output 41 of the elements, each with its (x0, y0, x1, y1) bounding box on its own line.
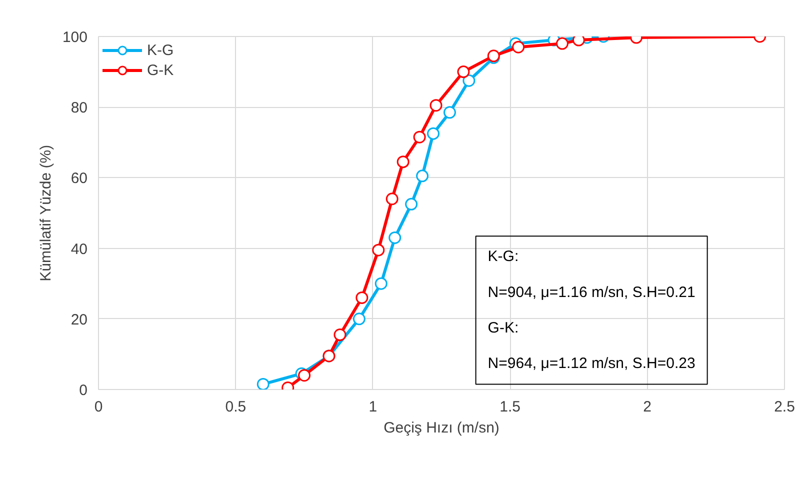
x-tick-label: 0 (94, 398, 103, 416)
point (413, 130, 426, 144)
x-tick-label: 1 (368, 398, 378, 416)
point (356, 291, 368, 304)
y-tick-label: 60 (70, 170, 88, 188)
point (372, 244, 385, 256)
point (352, 312, 366, 326)
point (572, 36, 585, 46)
annotation: G-K: (488, 320, 519, 337)
x-tick-label: 0.5 (225, 398, 246, 416)
annotation: N=964, μ=1.12 m/sn, S.H=0.23 (488, 355, 696, 372)
x-axis-title: Geçiş Hızı (m/sn) (384, 420, 500, 436)
point (386, 192, 398, 206)
y-tick-label: 0 (79, 382, 88, 399)
point (427, 127, 440, 140)
y-tick-label: 100 (62, 29, 88, 46)
point (430, 99, 442, 112)
y-tick-label: 80 (70, 100, 88, 117)
x-tick-label: 2 (643, 398, 652, 416)
point (462, 74, 476, 87)
point (374, 277, 388, 290)
legend-label: K-G (147, 42, 174, 58)
y-tick-label: 40 (70, 240, 88, 258)
point (416, 170, 429, 182)
point (388, 231, 402, 244)
annotation: K-G: (488, 248, 519, 266)
legend-label: G-K (147, 62, 174, 78)
point (512, 40, 525, 54)
point (556, 37, 568, 50)
point (334, 328, 346, 342)
point (405, 198, 418, 210)
point (457, 66, 470, 78)
point (443, 106, 456, 119)
x-tick-label: 1.5 (500, 398, 521, 416)
point (256, 378, 270, 390)
x-tick-label: 2.5 (774, 398, 795, 416)
y-tick-label: 20 (70, 311, 88, 328)
point (298, 369, 311, 382)
point (396, 156, 410, 168)
y-axis-title: Kümülatif Yüzde (%) (37, 144, 54, 282)
annotation: N=904, μ=1.16 m/sn, S.H=0.21 (488, 284, 696, 301)
